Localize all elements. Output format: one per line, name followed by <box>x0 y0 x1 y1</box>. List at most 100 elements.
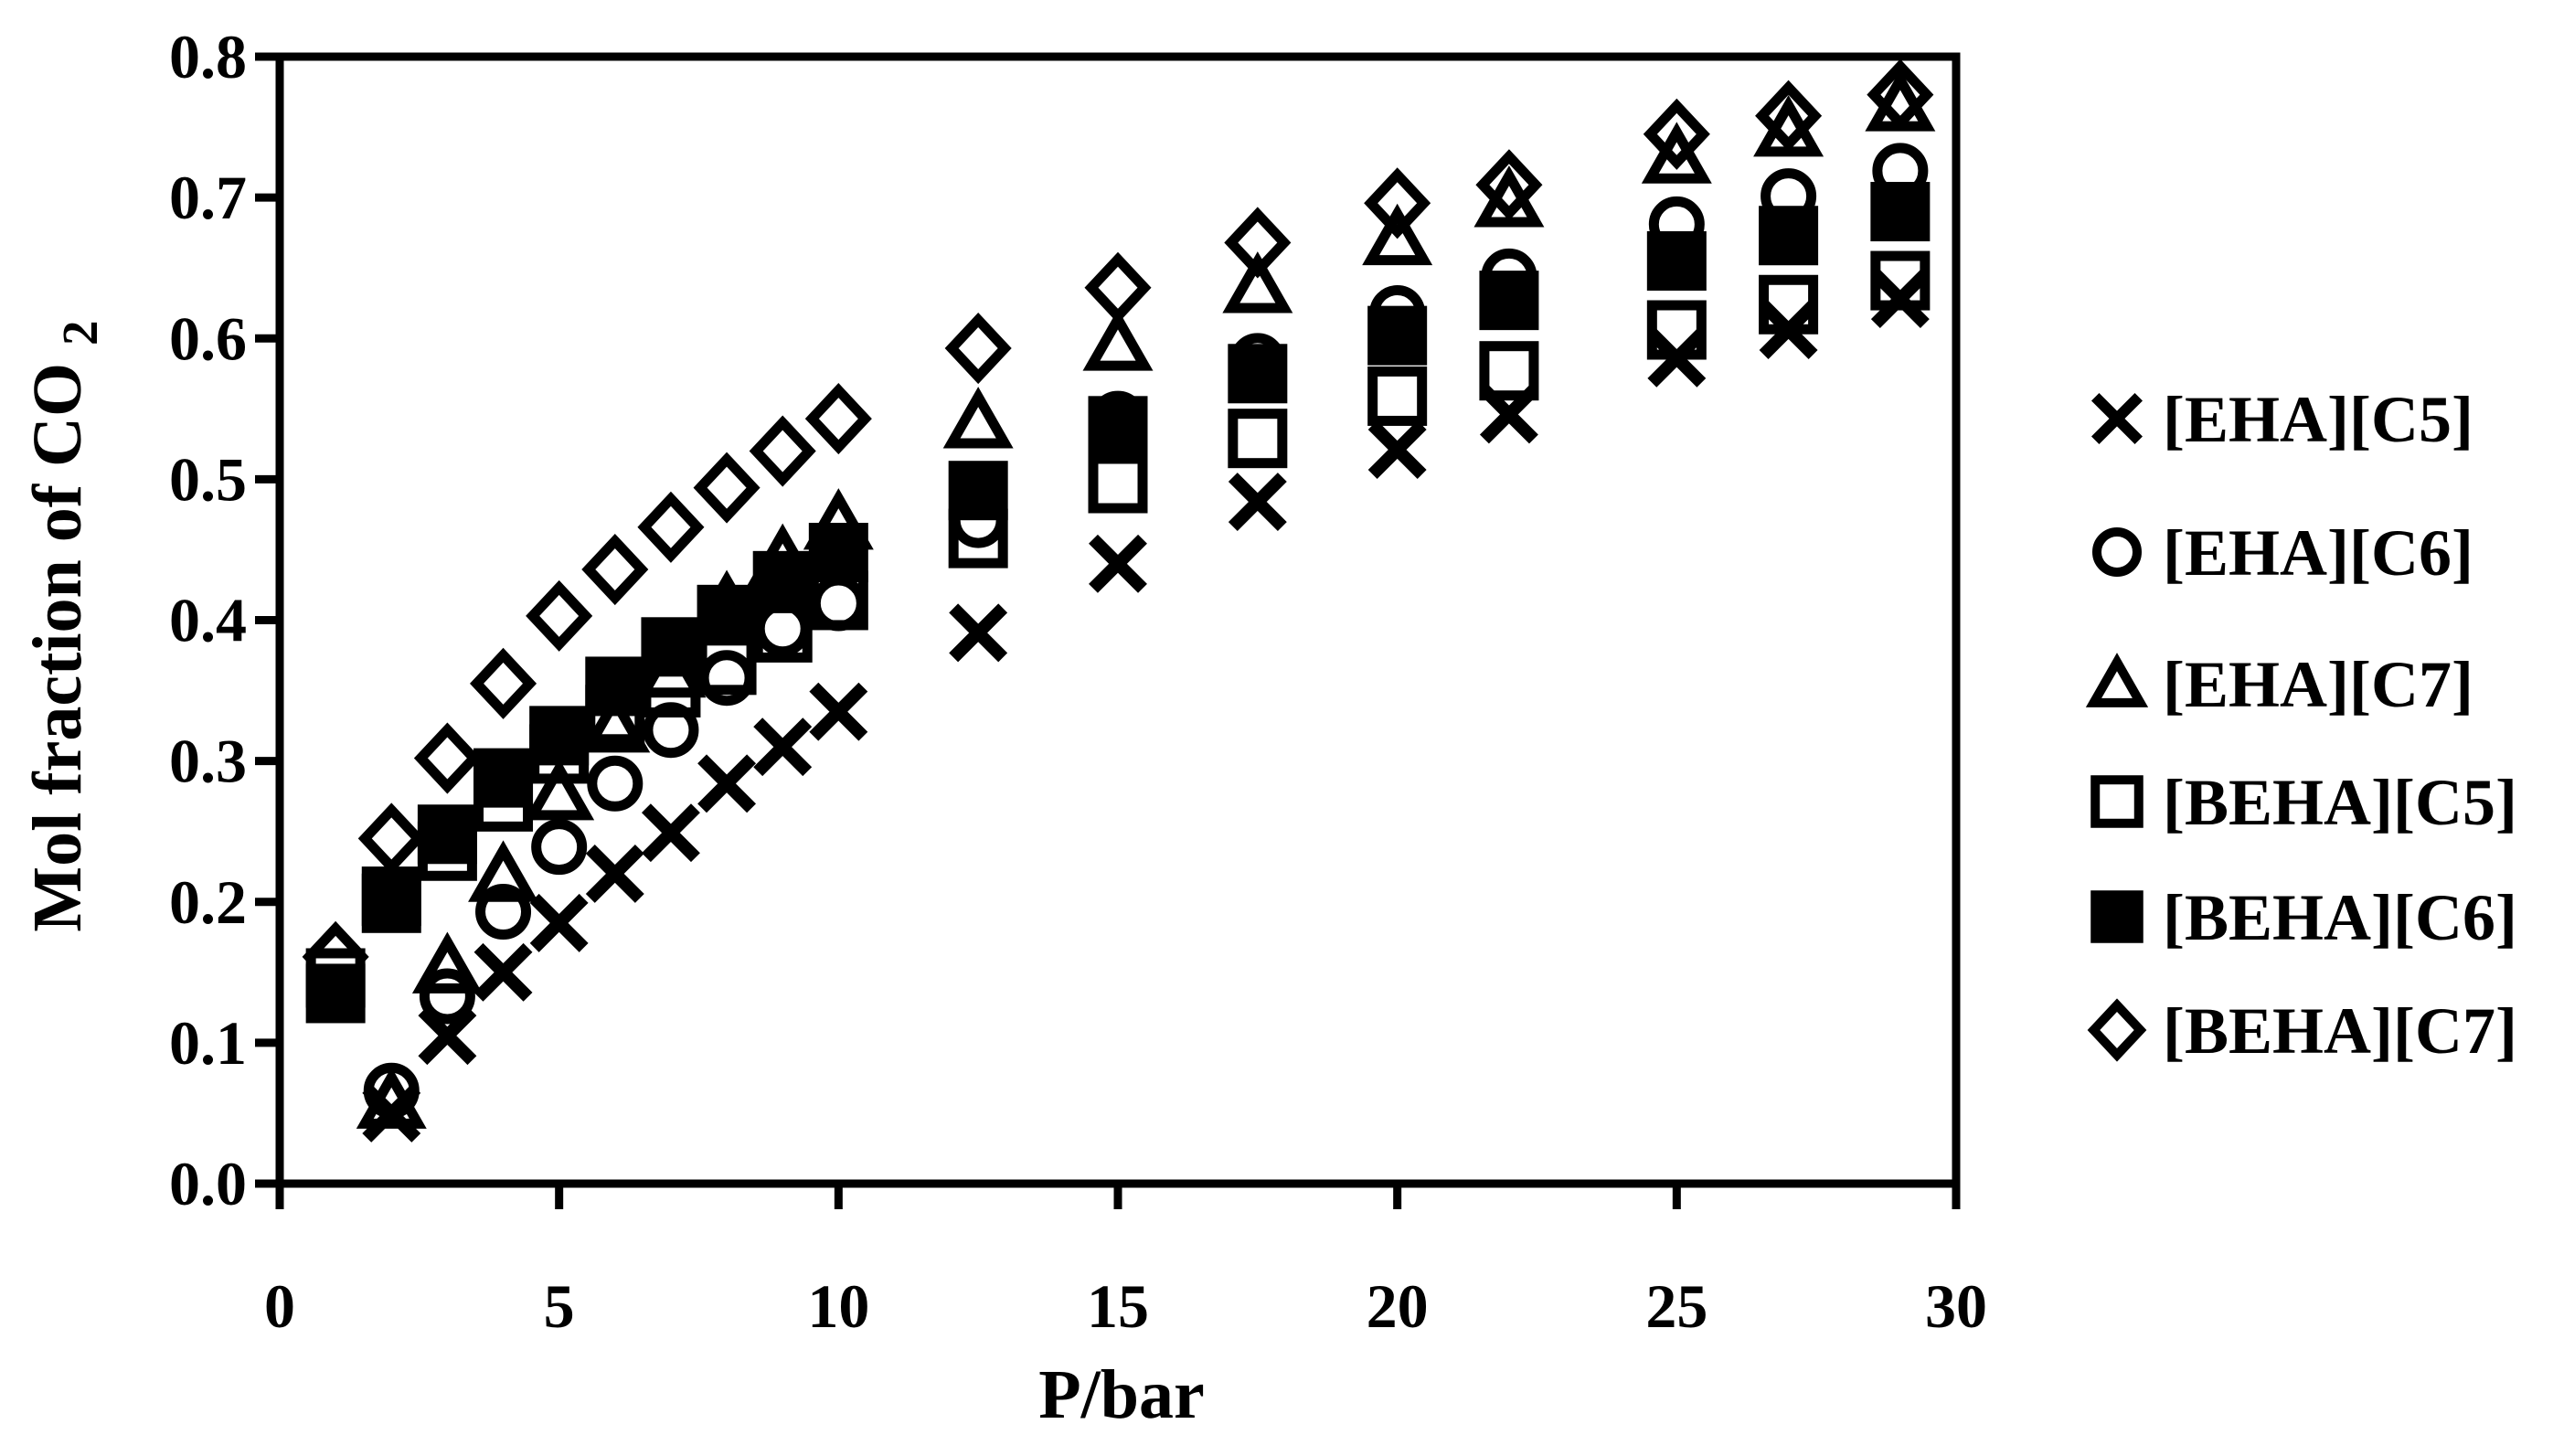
triangle-marker-icon <box>1222 251 1293 314</box>
diamond-marker-icon <box>413 722 481 794</box>
y-tick-label: 0.0 <box>169 1149 247 1218</box>
data-point-marker <box>753 717 813 777</box>
data-point-marker <box>468 840 539 902</box>
series-x <box>362 270 1930 1142</box>
data-point-marker <box>587 755 644 812</box>
data-point-marker <box>1088 396 1148 456</box>
x-marker-icon <box>1089 534 1147 593</box>
filled-square-marker-icon <box>641 617 701 677</box>
data-point-marker <box>1367 305 1428 366</box>
data-point-marker <box>1870 270 1930 329</box>
data-point-marker <box>419 968 475 1025</box>
legend-item-label: [EHA][C6] <box>2163 516 2473 590</box>
data-point-marker <box>580 691 651 753</box>
filled-square-marker-icon <box>305 963 366 1024</box>
data-point-marker <box>1367 420 1427 479</box>
data-point-marker <box>697 754 757 813</box>
data-point-marker <box>637 491 705 563</box>
triangle-marker-icon <box>524 758 595 821</box>
circle-marker-icon <box>2092 527 2142 577</box>
x-marker-icon <box>809 682 868 741</box>
y-tick-label: 0.7 <box>169 163 247 232</box>
data-point-marker <box>1479 385 1538 444</box>
data-point-marker <box>641 803 700 863</box>
data-point-marker <box>1228 409 1288 469</box>
legend-marker <box>2090 890 2143 943</box>
diamond-marker-icon <box>1084 251 1152 324</box>
data-point-marker <box>1228 344 1288 404</box>
data-point-marker <box>305 963 366 1024</box>
filled-square-marker-icon <box>417 804 477 865</box>
data-point-marker <box>1647 328 1707 388</box>
diamond-marker-icon <box>693 452 761 524</box>
x-marker-icon <box>473 942 533 1002</box>
triangle-marker-icon <box>411 931 483 994</box>
x-tick-label: 20 <box>1367 1271 1429 1341</box>
axis-ticks <box>255 52 1961 1209</box>
filled-square-marker-icon <box>529 706 590 766</box>
legend: [EHA][C5] [EHA][C6] [EHA][C7] [BEHA][C5] [BE… <box>2085 383 2517 1068</box>
data-point-marker <box>362 1083 421 1142</box>
y-tick-label: 0.1 <box>169 1008 247 1078</box>
y-tick-label: 0.3 <box>169 727 247 796</box>
data-point-marker <box>693 452 761 524</box>
data-point-marker <box>1759 301 1818 359</box>
legend-item: [EHA][C7] <box>2085 648 2473 721</box>
x-marker-icon <box>362 1083 421 1142</box>
data-point-marker <box>1082 309 1154 371</box>
data-point-marker <box>357 802 425 875</box>
x-marker-icon <box>418 1006 477 1066</box>
data-point-marker <box>1759 206 1819 266</box>
x-tick-label: 30 <box>1925 1271 1987 1341</box>
legend-marker <box>2090 392 2143 445</box>
x-marker-icon <box>529 893 589 952</box>
series-square-filled <box>305 182 1931 1024</box>
data-point-marker <box>804 383 872 455</box>
diamond-marker-icon <box>581 533 649 606</box>
triangle-marker-icon <box>1753 95 1824 157</box>
data-point-marker <box>531 819 588 876</box>
open-square-marker-icon <box>1367 366 1428 426</box>
triangle-marker-icon <box>1082 309 1154 371</box>
x-marker-icon <box>2090 392 2143 445</box>
x-marker-icon <box>1479 385 1538 444</box>
legend-item: [BEHA][C5] <box>2090 766 2517 839</box>
x-marker-icon <box>1228 473 1287 531</box>
filled-square-marker-icon <box>361 873 421 933</box>
data-point-marker <box>585 844 644 903</box>
open-square-marker-icon <box>1088 453 1148 514</box>
data-point-marker <box>1753 95 1824 157</box>
legend-marker <box>2092 527 2142 577</box>
data-point-marker <box>529 706 590 766</box>
triangle-marker-icon <box>468 840 539 902</box>
y-tick-label: 0.8 <box>169 22 247 91</box>
diamond-marker-icon <box>749 415 816 487</box>
filled-square-marker-icon <box>585 656 645 717</box>
y-tick-label: 0.2 <box>169 867 247 937</box>
diamond-marker-icon <box>526 579 593 652</box>
data-point-marker <box>1479 271 1539 331</box>
data-point-marker <box>697 584 757 644</box>
filled-square-marker-icon <box>697 584 757 644</box>
circle-marker-icon <box>587 755 644 812</box>
circle-marker-icon <box>475 884 532 941</box>
filled-square-marker-icon <box>1088 396 1148 456</box>
filled-square-marker-icon <box>1646 230 1707 291</box>
data-point-marker <box>944 312 1012 385</box>
legend-marker <box>2085 653 2149 707</box>
y-tick-label: 0.4 <box>169 586 247 655</box>
data-point-marker <box>1089 534 1147 593</box>
data-point-marker <box>1473 165 1545 228</box>
data-point-marker <box>948 461 1008 521</box>
x-tick-label: 15 <box>1087 1271 1149 1341</box>
data-point-marker <box>1084 251 1152 324</box>
legend-item-label: [BEHA][C7] <box>2163 994 2517 1068</box>
open-square-marker-icon <box>1228 409 1288 469</box>
data-point-marker <box>1364 167 1431 239</box>
filled-square-marker-icon <box>752 550 813 611</box>
data-point-marker <box>418 1006 477 1066</box>
data-point-marker <box>698 650 755 707</box>
x-axis-title: P/bar <box>1038 1356 1205 1433</box>
diamond-marker-icon <box>637 491 705 563</box>
x-marker-icon <box>1759 301 1818 359</box>
